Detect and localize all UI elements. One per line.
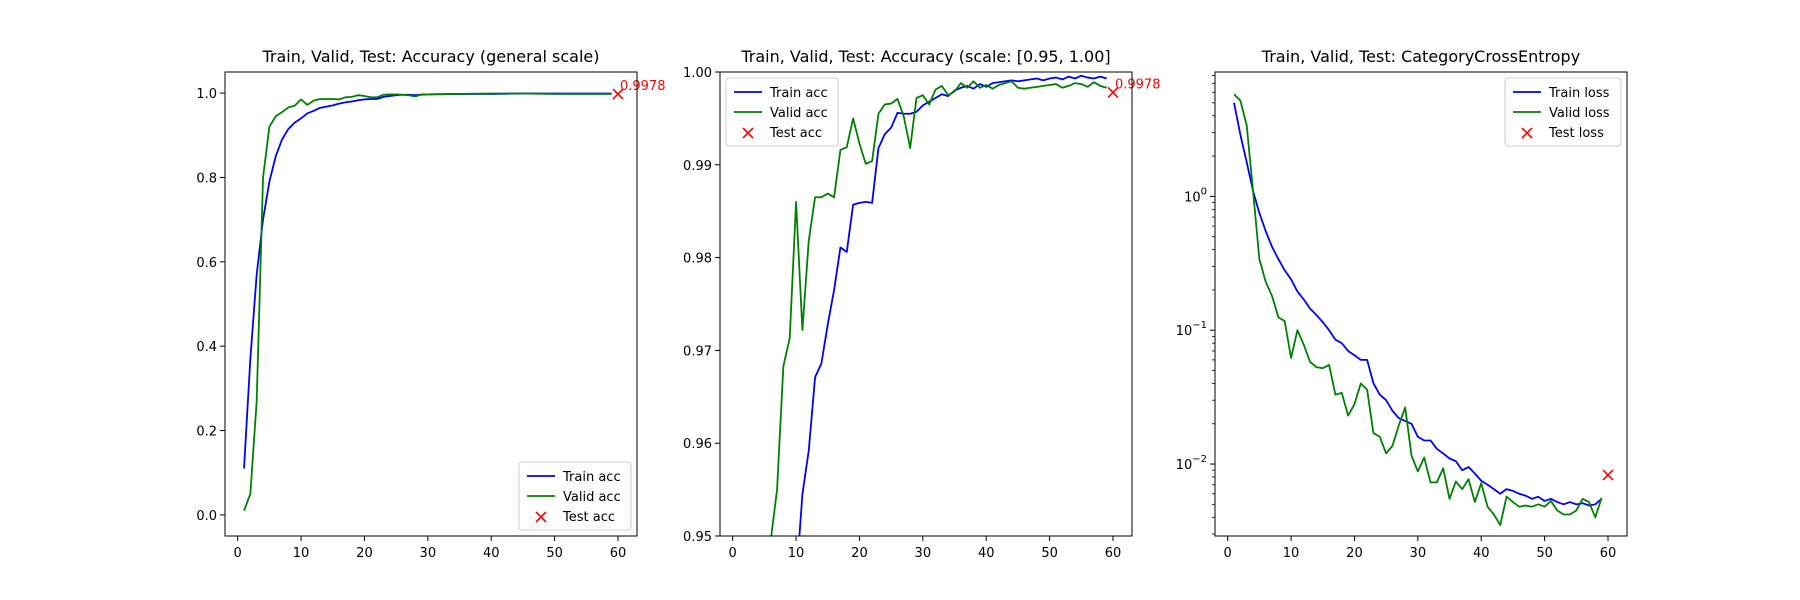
x-tick-label: 10 <box>293 546 310 561</box>
test-value-annotation: 0.9978 <box>620 79 666 94</box>
y-tick-label: 0.2 <box>196 425 217 440</box>
x-tick-label: 30 <box>1410 546 1427 561</box>
legend-label: Valid acc <box>770 106 828 121</box>
chart-title: Train, Valid, Test: Accuracy (general sc… <box>261 47 599 66</box>
chart-panel-3: Train, Valid, Test: CategoryCrossEntropy… <box>1176 47 1628 561</box>
legend-label: Train loss <box>1548 86 1610 101</box>
legend: Train loss Valid loss Test loss <box>1504 77 1622 147</box>
y-tick-label: 100 <box>1184 186 1207 205</box>
chart-panel-1: Train, Valid, Test: Accuracy (general sc… <box>196 47 665 561</box>
x-tick-label: 50 <box>546 546 563 561</box>
y-tick-label: 0.95 <box>683 530 712 545</box>
y-tick-label: 0.97 <box>683 344 712 359</box>
y-tick-label: 0.4 <box>196 340 217 355</box>
y-tick-label: 10−2 <box>1176 454 1207 473</box>
y-tick-label: 0.96 <box>683 437 712 452</box>
legend-marker <box>742 127 754 139</box>
legend-label: Test acc <box>562 510 615 525</box>
legend-label: Test acc <box>769 126 822 141</box>
x-tick-label: 0 <box>1224 546 1232 561</box>
y-tick-label: 1.0 <box>196 87 217 102</box>
x-tick-label: 50 <box>1041 546 1058 561</box>
test-point-marker <box>612 88 624 100</box>
x-tick-label: 60 <box>610 546 627 561</box>
legend: Train acc Valid acc Test acc <box>725 77 839 147</box>
y-tick-label: 0.0 <box>196 509 217 524</box>
test-point-marker <box>1107 86 1119 98</box>
x-tick-label: 50 <box>1536 546 1553 561</box>
x-tick-label: 60 <box>1105 546 1122 561</box>
chart-title: Train, Valid, Test: Accuracy (scale: [0.… <box>740 47 1110 66</box>
y-tick-label: 0.8 <box>196 171 217 186</box>
series-line-valid-loss <box>1233 93 1603 526</box>
series-line-valid-acc <box>243 92 612 512</box>
legend-label: Valid loss <box>1549 106 1610 121</box>
x-tick-label: 30 <box>420 546 437 561</box>
test-point-marker <box>1602 469 1614 481</box>
y-tick-label: 0.98 <box>683 252 712 267</box>
legend-label: Train acc <box>562 470 621 485</box>
y-tick-label: 10−1 <box>1176 320 1207 339</box>
series-line-train-loss <box>1233 102 1603 507</box>
axes-frame <box>1214 71 1628 537</box>
chart-panel-2: Train, Valid, Test: Accuracy (scale: [0.… <box>683 47 1161 561</box>
legend: Train acc Valid acc Test acc <box>518 461 632 531</box>
y-tick-label: 0.6 <box>196 256 217 271</box>
y-tick-label: 0.99 <box>683 159 712 174</box>
x-tick-label: 0 <box>234 546 242 561</box>
chart-title: Train, Valid, Test: CategoryCrossEntropy <box>1261 47 1580 66</box>
legend-label: Train acc <box>769 86 828 101</box>
x-tick-label: 40 <box>978 546 995 561</box>
x-tick-label: 10 <box>1283 546 1300 561</box>
x-tick-label: 20 <box>851 546 868 561</box>
legend-label: Test loss <box>1548 126 1604 141</box>
x-tick-label: 20 <box>356 546 373 561</box>
x-tick-label: 10 <box>788 546 805 561</box>
x-tick-label: 40 <box>483 546 500 561</box>
x-tick-label: 30 <box>915 546 932 561</box>
legend-marker <box>1521 127 1533 139</box>
legend-label: Valid acc <box>563 490 621 505</box>
x-tick-label: 40 <box>1473 546 1490 561</box>
x-tick-label: 0 <box>729 546 737 561</box>
y-tick-label: 1.00 <box>683 66 712 81</box>
series-line-valid-acc <box>770 80 1107 536</box>
test-value-annotation: 0.9978 <box>1115 77 1161 92</box>
axes-frame <box>224 71 638 537</box>
x-tick-label: 20 <box>1346 546 1363 561</box>
x-tick-label: 60 <box>1600 546 1617 561</box>
legend-marker <box>535 511 547 523</box>
axes-frame <box>719 71 1133 537</box>
